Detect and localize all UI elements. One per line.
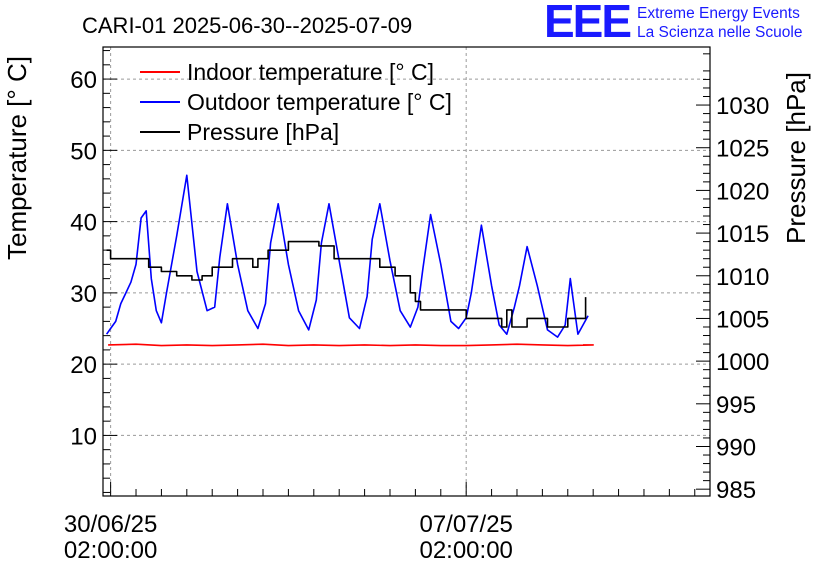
y2-tick-label: 1015 [716,221,769,248]
y-tick-label: 40 [70,210,97,237]
legend-label-1: Outdoor temperature [° C] [187,89,452,115]
y2-tick-label: 1005 [716,306,769,333]
y-tick-label: 10 [70,423,97,450]
left-axis-ticks: 10 20 30 40 50 60 [70,50,117,493]
y2-axis-label: Pressure [hPa] [781,72,811,244]
y-tick-label: 30 [70,281,97,308]
y2-tick-label: 1030 [716,93,769,120]
right-axis-ticks: 985 990 995 1000 1005 1010 1015 1020 1025 1030 [696,53,769,504]
series-line-2 [106,240,587,328]
y-tick-label: 60 [70,67,97,94]
x-tick-date: 07/07/25 [419,511,512,538]
y2-tick-label: 990 [716,434,756,461]
y-tick-label: 20 [70,352,97,379]
y2-tick-label: 1025 [716,136,769,163]
x-tick-date: 30/06/25 [64,511,157,538]
series-line-1 [105,174,589,338]
logo-subtitle-2: La Scienza nelle Scuole [637,24,803,41]
y-tick-label: 50 [70,138,97,165]
eee-logo-mark: EEE [544,0,632,47]
y2-tick-label: 1010 [716,264,769,291]
eee-logo: EEE Extreme Energy Events La Scienza nel… [544,0,834,47]
grid-lines [103,47,710,496]
y2-tick-label: 985 [716,477,756,504]
legend: Indoor temperature [° C] Outdoor temperat… [140,59,452,145]
series-line-0 [108,343,595,347]
x-tick-time: 02:00:00 [419,537,512,564]
series-lines [105,174,595,347]
y2-tick-label: 1020 [716,178,769,205]
plot-frame [102,46,711,497]
x-tick-time: 02:00:00 [64,537,157,564]
legend-label-2: Pressure [hPa] [187,119,339,145]
y-axis-label: Temperature [° C] [2,56,32,260]
y2-tick-label: 1000 [716,349,769,376]
y2-tick-label: 995 [716,392,756,419]
chart-title: CARI-01 2025-06-30--2025-07-09 [82,13,412,38]
logo-subtitle-1: Extreme Energy Events [637,5,800,22]
legend-label-0: Indoor temperature [° C] [187,59,434,85]
